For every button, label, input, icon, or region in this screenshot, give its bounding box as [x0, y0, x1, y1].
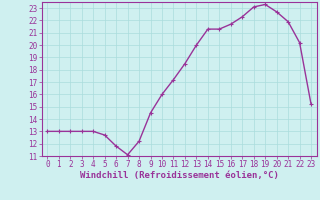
X-axis label: Windchill (Refroidissement éolien,°C): Windchill (Refroidissement éolien,°C): [80, 171, 279, 180]
